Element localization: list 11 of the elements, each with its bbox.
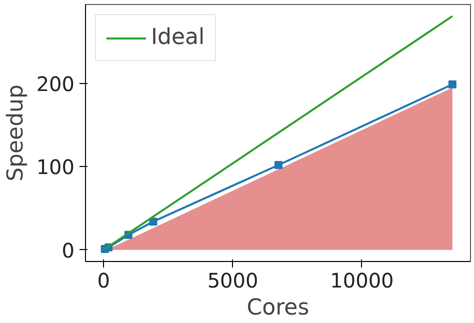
- y-tick-label: 100: [36, 155, 75, 180]
- x-tick-label: 5000: [207, 268, 258, 292]
- x-tick-label: 0: [97, 268, 110, 292]
- point: [448, 80, 456, 88]
- y-tick-label: 0: [62, 238, 75, 262]
- y-axis-title: Speedup: [3, 84, 28, 182]
- x-axis-title: Cores: [246, 296, 310, 320]
- x-tick-label: 10000: [330, 268, 394, 292]
- point: [274, 161, 283, 170]
- legend-label: Ideal: [151, 25, 205, 50]
- y-tick-label: 200: [36, 72, 75, 96]
